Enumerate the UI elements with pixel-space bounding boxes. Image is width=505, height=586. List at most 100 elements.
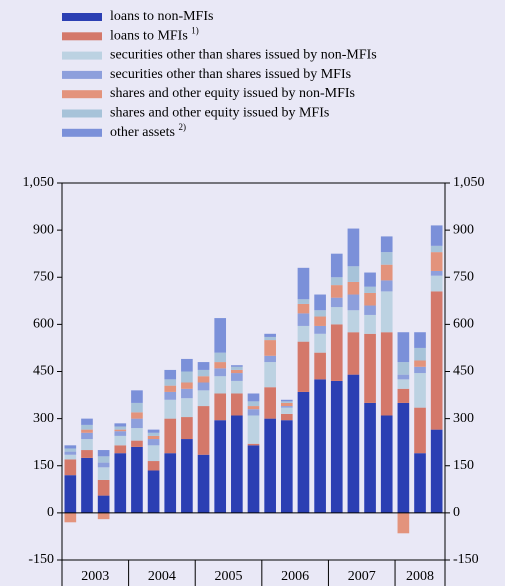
bar-segment (380, 332, 393, 416)
bar-segment (364, 272, 376, 287)
bar-segment (181, 371, 193, 383)
bar-segment (397, 374, 410, 380)
bar-segment (330, 277, 343, 286)
bar-segment (430, 291, 443, 430)
bar-segment (264, 333, 276, 337)
bar-segment (64, 448, 77, 452)
bar-segment (214, 352, 227, 363)
bar-segment (414, 366, 426, 374)
bar-segment (147, 461, 160, 471)
bar-segment (364, 305, 376, 315)
legend-note: 2) (178, 122, 186, 132)
x-group-label: 2004 (148, 569, 176, 584)
bar-segment (197, 369, 210, 377)
bar-segment (280, 399, 293, 402)
bar-segment (414, 360, 426, 367)
bar-segment (181, 382, 193, 389)
bar-segment (147, 435, 160, 440)
bar-segment (97, 495, 110, 513)
bar-segment (64, 445, 77, 449)
bar-segment (414, 347, 426, 361)
bar-segment (430, 245, 443, 253)
bar-segment (197, 382, 210, 391)
bar-segment (380, 264, 393, 281)
legend-label: securities other than shares issued by M… (110, 67, 351, 82)
bar-segment (297, 303, 310, 314)
bar-segment (280, 406, 293, 408)
bar-segment (131, 440, 143, 447)
y2-tick-label: 300 (453, 411, 474, 426)
bar-segment (97, 512, 110, 520)
bar-segment (81, 429, 93, 433)
bar-segment (247, 393, 260, 402)
bar-segment (114, 423, 127, 427)
bar-segment (330, 324, 343, 381)
y2-tick-label: 0 (453, 505, 460, 520)
bar-segment (97, 462, 110, 468)
bar-segment (131, 412, 143, 419)
bar-segment (114, 429, 127, 432)
bar-segment (231, 365, 243, 367)
bar-segment (247, 415, 260, 444)
bar-segment (297, 267, 310, 300)
bar-segment (81, 450, 93, 458)
bar-segment (181, 388, 193, 399)
bar-segment (114, 453, 127, 513)
bar-segment (364, 286, 376, 293)
bar-segment (347, 294, 360, 311)
bar-segment (297, 313, 310, 326)
bar-segment (97, 450, 110, 457)
legend-label: securities other than shares issued by n… (110, 48, 377, 63)
legend-swatch (62, 109, 102, 118)
bar-segment (131, 402, 143, 413)
bar-segment (314, 325, 326, 334)
bar-segment (330, 285, 343, 298)
legend-swatch (62, 90, 102, 99)
bar-segment (280, 407, 293, 414)
bar-segment (264, 340, 276, 356)
bar-segment (280, 401, 293, 403)
bar-segment (81, 457, 93, 513)
bar-segment (181, 439, 193, 513)
bar-segment (64, 451, 77, 455)
bar-segment (181, 358, 193, 372)
legend-name: shares and other equity issued by non-MF… (110, 86, 355, 101)
bar-segment (247, 401, 260, 407)
x-group-label: 2008 (406, 569, 434, 584)
bar-segment (264, 362, 276, 388)
bar-segment (164, 385, 177, 392)
bar-segment (430, 252, 443, 271)
legend-name: securities other than shares issued by M… (110, 67, 351, 82)
bar-segment (397, 512, 410, 534)
bar-segment (330, 380, 343, 513)
legend-label: other assets 2) (110, 122, 186, 140)
bar-segment (197, 390, 210, 407)
bar-segment (264, 355, 276, 363)
bar-segment (247, 443, 260, 446)
legend-name: loans to MFIs (110, 29, 188, 44)
bar-segment (214, 376, 227, 394)
y-tick-label: 900 (33, 222, 54, 237)
legend-label: shares and other equity issued by non-MF… (110, 86, 355, 101)
bar-segment (397, 388, 410, 403)
bar-segment (380, 415, 393, 513)
bar-segment (231, 366, 243, 370)
bar-segment (114, 445, 127, 454)
bar-segment (247, 445, 260, 513)
bar-segment (64, 454, 77, 460)
bar-segment (280, 413, 293, 421)
bar-segment (231, 393, 243, 416)
bar-segment (397, 332, 410, 363)
bar-segment (197, 376, 210, 383)
bar-segment (164, 391, 177, 400)
legend-label: loans to non-MFIs (110, 9, 213, 24)
legend-name: securities other than shares issued by n… (110, 48, 377, 63)
bar-segment (364, 402, 376, 513)
bar-segment (397, 362, 410, 375)
legend-label: shares and other equity issued by MFIs (110, 106, 329, 121)
bar-segment (114, 435, 127, 446)
y-tick-label: 600 (33, 317, 54, 332)
bar-segment (81, 439, 93, 451)
bar-segment (330, 253, 343, 278)
